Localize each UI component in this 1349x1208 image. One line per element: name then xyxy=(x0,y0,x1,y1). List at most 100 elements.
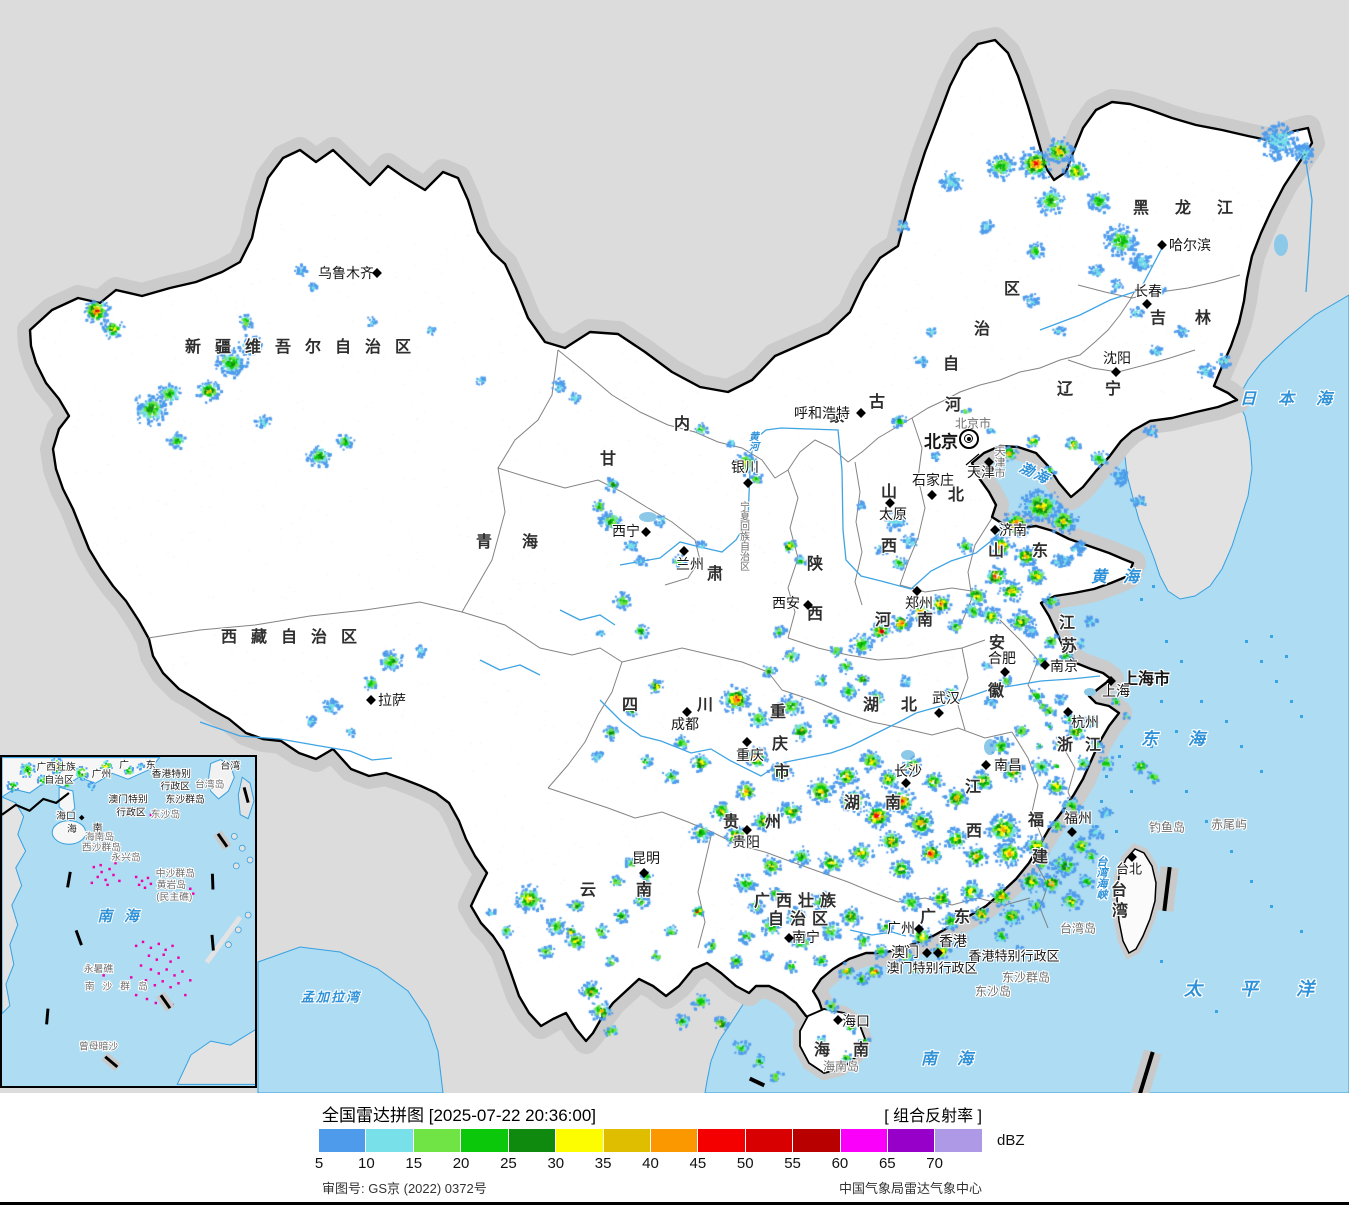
inset-label: 南海 xyxy=(97,908,150,925)
inset-island xyxy=(230,832,238,840)
colorbar-tick: 45 xyxy=(689,1155,707,1172)
island-speck xyxy=(1230,850,1233,853)
colorbar-cell xyxy=(556,1129,603,1152)
product-label: [ 组合反射率 ] xyxy=(884,1108,982,1125)
island-speck xyxy=(1240,745,1243,748)
inset-label: 台湾 xyxy=(221,759,241,772)
inset-label: 海 xyxy=(67,822,77,835)
inset-label: 永兴岛 xyxy=(111,851,141,864)
island-speck xyxy=(1130,790,1133,793)
inset-islet-dot xyxy=(99,863,102,867)
inset-label: 东 xyxy=(146,758,156,771)
colorbar-cell xyxy=(698,1129,745,1152)
island-speck xyxy=(1200,700,1203,703)
inset-islet-dot xyxy=(154,1001,158,1005)
china-radar-map: 新疆维吾尔自治区 西藏自治区 青海甘肃陕西山西河北山东河南安徽江苏浙江湖北湖南江西福… xyxy=(0,0,1349,1093)
island-speck xyxy=(1300,715,1303,718)
island-speck xyxy=(1260,660,1263,663)
inset-label: 行政区 xyxy=(161,780,191,793)
inset-islet-dot xyxy=(173,974,176,977)
inset-label: 海口 xyxy=(56,809,76,822)
colorbar-cell xyxy=(319,1129,366,1152)
inset-islet-dot xyxy=(162,953,165,956)
inset-islet-dot xyxy=(96,875,99,879)
inset-islet-dot xyxy=(184,993,187,997)
unit-label: dBZ xyxy=(997,1132,1025,1149)
inset-label: 东沙岛 xyxy=(151,807,181,820)
colorbar-tick: 55 xyxy=(784,1155,801,1172)
island-speck xyxy=(1190,990,1193,993)
inset-island xyxy=(244,911,252,919)
island-speck xyxy=(1250,880,1253,883)
inset-islet-dot xyxy=(169,985,172,989)
map-title: 全国雷达拼图 [2025-07-22 20:36:00] xyxy=(322,1106,597,1125)
inset-label: 海南岛 xyxy=(85,830,115,843)
inset-islet-dot xyxy=(140,879,144,883)
inset-islet-dot xyxy=(149,968,153,971)
inset-islet-dot xyxy=(144,979,148,982)
inset-taiwan xyxy=(208,759,235,800)
credit-label: 中国气象局雷达气象中心 xyxy=(838,1181,982,1196)
inset-islet-dot xyxy=(189,887,192,890)
inset-label: 广西壮族 xyxy=(36,760,75,773)
inset-islet-dot xyxy=(189,979,192,982)
island-speck xyxy=(1290,700,1293,703)
colorbar-cell xyxy=(935,1129,982,1152)
inset-nine-dash xyxy=(74,929,83,946)
colorbar-tick: 30 xyxy=(547,1155,565,1172)
inset-island xyxy=(238,844,246,852)
inset-label: 广州 xyxy=(92,768,112,780)
island-speck xyxy=(1225,720,1228,723)
island-speck xyxy=(1175,730,1178,733)
colorbar-tick: 35 xyxy=(594,1155,612,1172)
colorbar-cell xyxy=(603,1129,650,1152)
island-speck xyxy=(1160,960,1163,963)
colorbar-tick: 5 xyxy=(314,1155,324,1172)
inset-islet-dot xyxy=(157,942,161,946)
inset-nine-dash xyxy=(210,873,215,890)
island-speck xyxy=(1100,800,1103,803)
inset-islet-dot xyxy=(147,954,151,957)
inset-islet-dot xyxy=(141,940,145,944)
legend-panel: 全国雷达拼图 [2025-07-22 20:36:00] [ 组合反射率 ] 5… xyxy=(0,1093,1349,1208)
colorbar-tick: 50 xyxy=(736,1155,754,1172)
inset-label: 曾母暗沙 xyxy=(79,1040,118,1053)
inset-islet-dot xyxy=(155,958,159,961)
inset-nine-dash xyxy=(156,991,175,1012)
colorbar-cell xyxy=(366,1129,413,1152)
inset-islet-dot xyxy=(96,1045,99,1048)
inset-islet-dot xyxy=(149,882,153,886)
inset-palawan xyxy=(204,915,243,964)
inset-label: 西沙群岛 xyxy=(82,841,121,854)
inset-islet-dot xyxy=(137,883,141,887)
inset-islet-dot xyxy=(171,944,174,948)
inset-nine-dash xyxy=(45,1008,50,1025)
colorbar-cell xyxy=(413,1129,461,1152)
inset-vietnam xyxy=(2,796,27,1015)
reflectivity-colorbar xyxy=(319,1129,982,1152)
inset-nine-dash xyxy=(242,787,250,803)
island-speck xyxy=(1150,745,1153,748)
island-speck xyxy=(1180,660,1183,663)
inset-islet-dot xyxy=(153,984,157,987)
island-speck xyxy=(1095,825,1098,828)
inset-islet-dot xyxy=(90,881,94,885)
inset-label: 香港特别 xyxy=(152,768,191,780)
inset-islet-dot xyxy=(100,870,103,874)
island-speck xyxy=(1245,640,1248,643)
island-speck xyxy=(1140,598,1143,601)
inset-label: 台湾岛 xyxy=(195,778,225,791)
inset-label: 中沙群岛 xyxy=(156,866,195,879)
island-speck xyxy=(1185,790,1188,793)
inset-islet-dot xyxy=(104,878,107,882)
colorbar-ticks: 5 10 15 20 25 30 35 40 45 50 55 60 65 70 xyxy=(0,1155,1349,1173)
island-speck xyxy=(1215,1010,1218,1013)
inset-islet-dot xyxy=(114,861,117,865)
inset-islet-dot xyxy=(146,876,150,880)
colorbar-cell xyxy=(840,1129,888,1152)
inset-borneo xyxy=(176,1029,255,1085)
inset-island xyxy=(246,856,254,864)
colorbar-cell xyxy=(650,1129,698,1152)
